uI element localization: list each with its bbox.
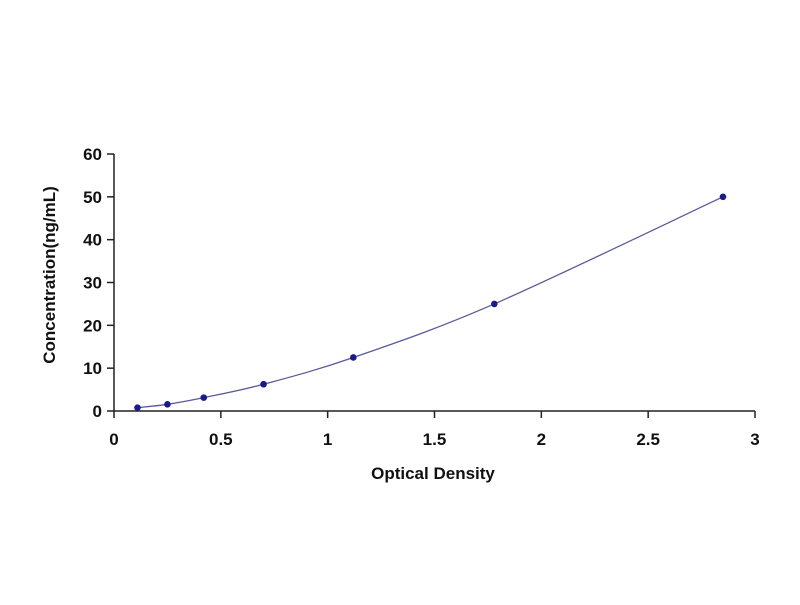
data-point (134, 404, 141, 411)
x-tick-label: 0.5 (209, 430, 233, 449)
x-tick-label: 0 (109, 430, 118, 449)
y-tick-label: 10 (83, 359, 102, 378)
data-points-layer (134, 193, 727, 411)
x-axis-title: Optical Density (371, 464, 495, 483)
x-tick-label: 3 (750, 430, 759, 449)
y-tick-label: 0 (93, 402, 102, 421)
x-tick-label: 1.5 (423, 430, 447, 449)
y-tick-label: 50 (83, 188, 102, 207)
y-axis-ticks: 0 10 20 30 40 50 60 (83, 145, 114, 421)
data-point (719, 193, 727, 201)
fit-curve-layer (137, 196, 724, 409)
x-tick-label: 2 (537, 430, 546, 449)
data-point (350, 354, 357, 361)
x-tick-label: 2.5 (636, 430, 660, 449)
data-point (260, 380, 267, 388)
data-point (491, 300, 498, 308)
y-tick-label: 60 (83, 145, 102, 164)
y-tick-label: 30 (83, 274, 102, 293)
y-axis-title: Concentration(ng/mL) (40, 186, 59, 364)
y-tick-label: 40 (83, 231, 102, 250)
x-tick-label: 1 (323, 430, 332, 449)
fit-curve (137, 196, 724, 409)
y-tick-label: 20 (83, 316, 102, 335)
x-axis-ticks: 0 0.5 1 1.5 2 2.5 3 (109, 411, 760, 449)
data-point (200, 394, 208, 401)
data-point (164, 401, 171, 408)
axes (113, 154, 755, 412)
